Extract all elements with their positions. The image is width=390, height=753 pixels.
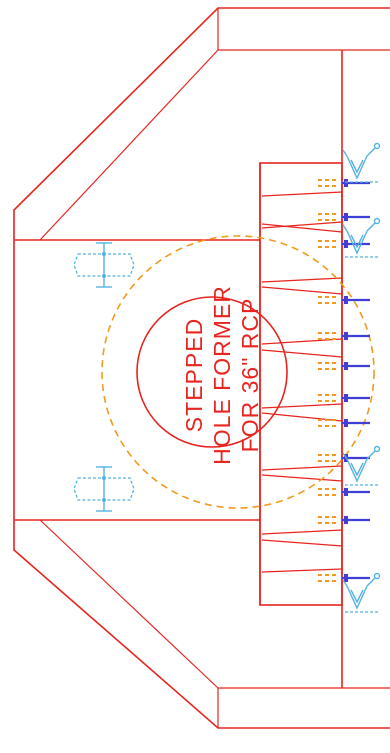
rebar-insert [318,179,370,187]
rebar-insert [318,362,370,370]
rebar-insert [318,213,370,221]
insert-icon [73,466,135,512]
rebar-inserts [318,179,370,582]
rebar-insert [318,332,370,340]
lifting-anchors [342,142,381,613]
lifting-anchor-icon [342,572,381,613]
lifting-anchor-icon [342,445,381,486]
outer-wall [13,7,390,729]
lifting-anchor-icon [342,142,381,183]
hole-former-block [259,162,343,606]
lifting-anchor-icon [342,217,381,258]
rebar-insert [318,394,370,402]
rebar-insert [318,516,370,524]
note-line-2: HOLE FORMER [209,285,235,465]
rebar-insert [318,574,370,582]
hole-former-note: STEPPED HOLE FORMER FOR 36" RCP [181,285,263,465]
former-steps [261,191,343,573]
outer-hole-ring [101,235,375,509]
note-line-1: STEPPED [181,318,207,432]
rebar-insert [318,296,370,304]
inner-hole-circle [136,296,288,448]
side-inserts [73,242,135,512]
hole-circles [101,235,375,509]
insert-icon [73,242,135,288]
rebar-insert [318,488,370,496]
note-line-3: FOR 36" RCP [237,298,263,453]
rebar-insert [318,419,370,427]
